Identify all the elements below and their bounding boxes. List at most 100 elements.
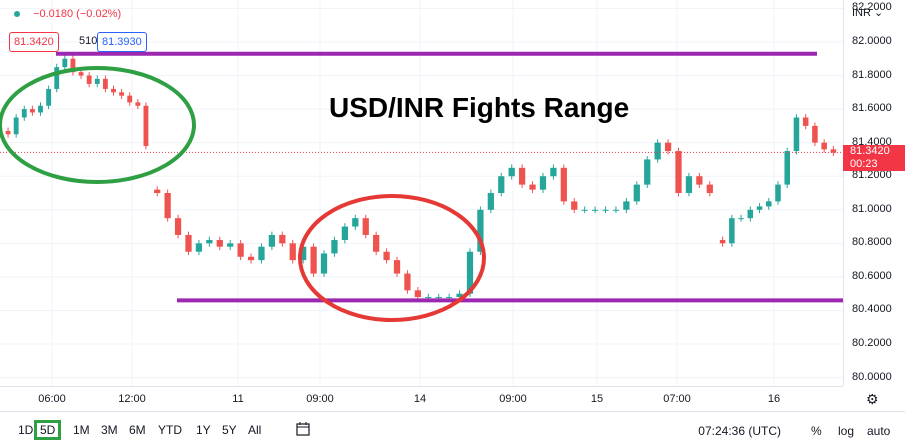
time-tick-label: 12:00 [118,393,146,405]
candle-body [320,253,328,274]
price-chart[interactable] [0,0,843,386]
price-tick-label: 80.6000 [852,269,892,282]
candle-body [821,142,827,150]
candle-body [127,95,133,103]
price-tick-label: 81.4000 [852,135,892,148]
chart-title: USD/INR Fights Range [329,92,630,123]
candle-body [644,159,651,185]
candle-body [373,234,380,252]
candle-body [784,151,790,185]
price-axis[interactable]: 82.2000 82.0000 81.8000 81.6000 81.4000 81.20… [843,0,905,386]
candle-body [602,209,609,211]
candle-body [227,243,234,247]
candle-body [54,67,60,89]
market-status-icon [14,11,20,17]
candle-body [362,218,369,235]
bottom-toolbar: 1D 5D 1M 3M 6M YTD 1Y 5Y All 07:24:36 (UTC) % lo… [0,411,905,448]
price-tick-label: 82.0000 [852,34,892,47]
candle-body [404,273,411,291]
candle-body [487,193,494,210]
candle-body [102,78,108,89]
candle-body [154,189,161,193]
candle-body [237,243,244,257]
candle-body [86,75,92,84]
utc-clock[interactable]: 07:24:36 (UTC) [698,424,781,438]
candle-body [664,142,672,152]
change-value: −0.0180 (−0.02%) [33,8,122,20]
candle-body [591,209,599,211]
candle-body [174,218,182,235]
currency-select[interactable]: INR ⌄ [852,6,883,19]
ask-price[interactable]: 81.3930 [97,32,147,52]
candle-body [766,201,772,207]
candle-body [94,78,100,84]
candle-body [135,102,141,106]
candle-body [729,218,735,244]
candle-body [560,167,567,202]
percent-toggle[interactable]: % [811,424,822,438]
time-tick-label: 09:00 [306,393,334,405]
timeframe-6m[interactable]: 6M [129,423,146,437]
auto-toggle[interactable]: auto [867,424,891,438]
timeframe-1m[interactable]: 1M [73,423,90,437]
candle-body [747,209,754,219]
timeframe-5y[interactable]: 5Y [222,423,237,437]
date-range-icon[interactable] [296,422,310,439]
candle-body [119,92,125,96]
bid-price[interactable]: 81.3420 [9,32,59,52]
candle-body [738,218,744,220]
candle-body [310,246,317,274]
chart-area[interactable]: USD/INR Fights Range −0.0180 (−0.02%) 81… [0,0,843,386]
time-tick-label: 11 [232,393,244,405]
candle-body [696,176,703,185]
time-axis[interactable]: 06:00 12:00 11 09:00 14 09:00 15 07:00 16 [0,386,843,411]
candle-body [654,142,661,160]
timeframe-ytd[interactable]: YTD [158,423,182,437]
candle-body [268,234,276,247]
candle-body [46,88,52,106]
candle-body [5,130,11,135]
candle-body [550,167,557,177]
time-tick-label: 16 [767,393,781,405]
candle-body [581,209,588,211]
candle-body [258,246,265,261]
candle-body [383,251,390,261]
candle-body [341,226,349,240]
candle-body [78,72,84,76]
candle-body [279,234,286,244]
candle-body [446,297,453,299]
timeframe-1d[interactable]: 1D [18,423,34,437]
candle-body [206,239,213,244]
price-tick-label: 81.0000 [852,202,892,215]
candle-body [466,251,474,294]
time-tick-label: 09:00 [499,393,527,405]
last-price-value: 81.3420 [850,145,890,158]
timeframe-all[interactable]: All [248,423,262,437]
candle-body [435,297,442,299]
green-highlight-circle [0,66,196,184]
candle-body [518,167,526,185]
candle-body [477,209,484,252]
time-tick-label: 14 [413,393,427,405]
candle-body [756,206,763,210]
log-toggle[interactable]: log [838,424,855,438]
candle-body [62,58,68,68]
timeframe-5d[interactable]: 5D [34,420,62,440]
candle-body [13,117,19,135]
candle-body [612,209,620,211]
candle-body [508,167,515,177]
candle-body [164,193,171,219]
candle-body [675,151,682,193]
price-tick-label: 80.8000 [852,236,892,249]
gear-icon[interactable]: ⚙ [866,391,879,407]
candle-body [633,184,640,202]
candle-body [195,243,203,252]
timeframe-1y[interactable]: 1Y [196,423,211,437]
timeframe-3m[interactable]: 3M [101,423,118,437]
price-tick-label: 81.2000 [852,169,892,182]
currency-label: INR [852,7,871,19]
candle-body [456,293,463,298]
candle-body [38,105,43,113]
candle-body [70,58,76,73]
candle-body [793,117,800,152]
